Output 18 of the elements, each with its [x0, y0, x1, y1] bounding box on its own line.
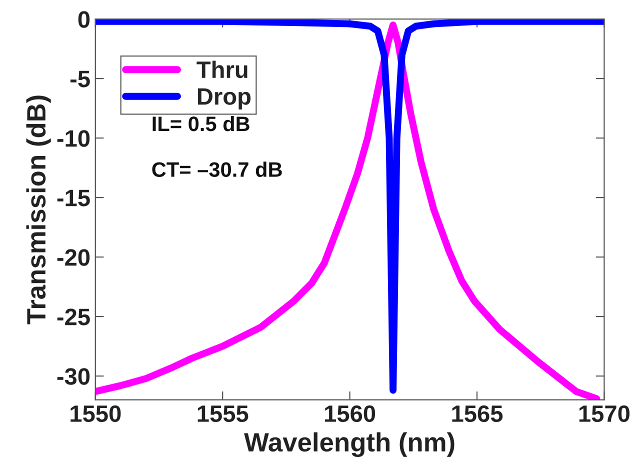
y-tick-label: -20 — [57, 249, 90, 266]
annotation: IL= 0.5 dB — [152, 116, 250, 132]
x-tick-label: 1550 — [70, 405, 121, 422]
x-tick-label: 1560 — [325, 405, 376, 422]
x-axis-title: Wavelength (nm) — [244, 432, 454, 457]
legend-label: Thru — [196, 60, 248, 78]
legend-label: Drop — [198, 88, 251, 110]
y-axis-title: Transmission (dB) — [26, 96, 51, 324]
x-tick-label: 1565 — [452, 405, 503, 422]
annotation: CT= –30.7 dB — [152, 162, 282, 177]
y-tick-label: -10 — [57, 130, 90, 147]
x-tick-label: 1555 — [198, 406, 248, 422]
x-tick-label: 1570 — [579, 405, 630, 422]
y-tick-label: -25 — [57, 308, 90, 326]
y-tick-label: -5 — [70, 70, 90, 88]
y-tick-label: -15 — [57, 190, 90, 206]
y-tick-label: -30 — [57, 368, 90, 385]
y-tick-label: 0 — [78, 11, 90, 28]
